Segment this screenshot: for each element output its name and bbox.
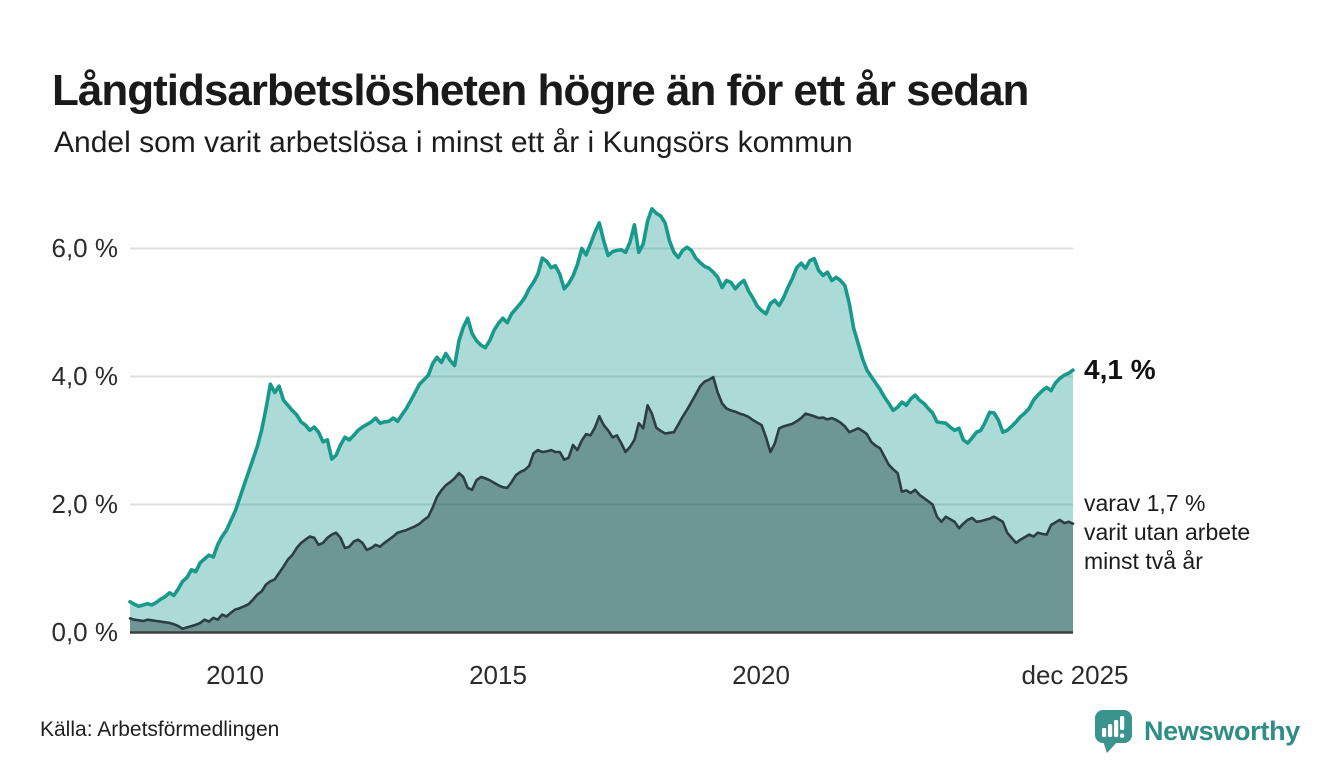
chart-subtitle: Andel som varit arbetslösa i minst ett å…: [54, 126, 853, 159]
newsworthy-logo: Newsworthy: [1094, 708, 1300, 754]
two-year-annotation-line2: varit utan arbete: [1084, 519, 1251, 545]
two-year-annotation-line3: minst två år: [1084, 548, 1203, 574]
source-note: Källa: Arbetsförmedlingen: [40, 718, 280, 741]
newsworthy-bubble-chart-icon: [1094, 710, 1132, 753]
latest-value-annotation: 4,1 %: [1084, 354, 1156, 385]
two-year-annotation-line1: varav 1,7 %: [1084, 490, 1206, 516]
y-axis-tick-6: 6,0 %: [51, 233, 119, 263]
x-axis-tick-dec-2025: dec 2025: [1021, 660, 1129, 690]
two-year-annotation: varav 1,7 % varit utan arbete minst två …: [1084, 489, 1250, 576]
x-axis-tick-2010: 2010: [206, 660, 264, 690]
page-title: Långtidsarbetslösheten högre än för ett …: [52, 66, 1029, 116]
x-axis-tick-2020: 2020: [732, 660, 790, 690]
newsworthy-wordmark: Newsworthy: [1143, 715, 1300, 746]
y-axis-tick-2: 2,0 %: [51, 489, 119, 519]
y-axis-tick-4: 4,0 %: [51, 361, 119, 391]
x-axis-tick-2015: 2015: [469, 660, 527, 690]
y-axis-tick-0: 0,0 %: [51, 617, 119, 647]
